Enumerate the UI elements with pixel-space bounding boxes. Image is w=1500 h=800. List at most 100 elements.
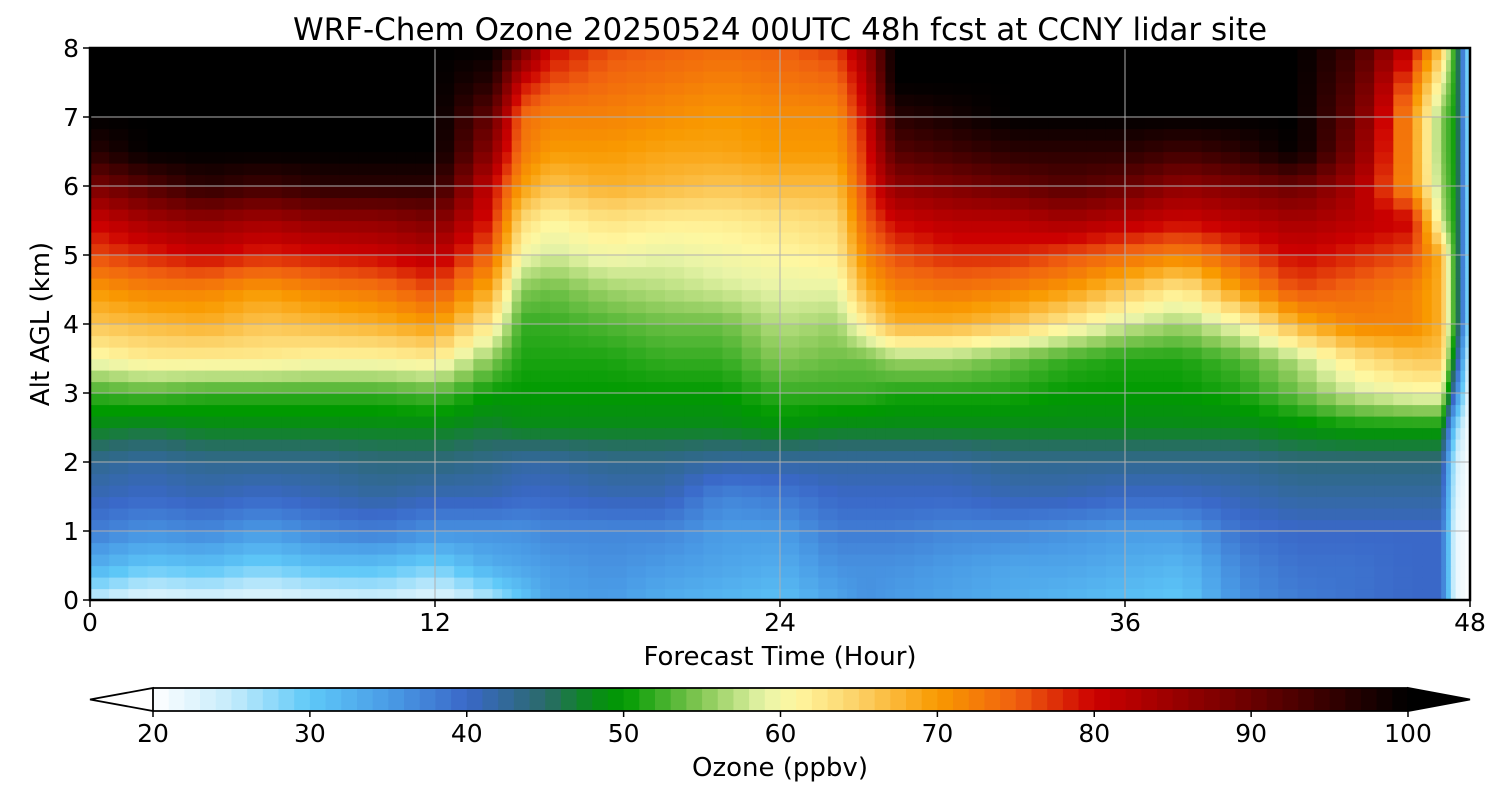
heatmap-cell (1105, 473, 1126, 486)
heatmap-cell (914, 266, 934, 279)
heatmap-cell (1355, 163, 1375, 176)
heatmap-cell (1393, 496, 1414, 509)
heatmap-cell (1048, 128, 1069, 141)
heatmap-cell (540, 197, 551, 210)
heatmap-cell (856, 381, 867, 394)
colorbar-swatch (388, 688, 405, 711)
heatmap-cell (703, 404, 724, 417)
heatmap-cell (1422, 220, 1433, 233)
heatmap-cell (588, 554, 609, 567)
heatmap-cell (914, 151, 934, 164)
heatmap-cell (435, 404, 455, 417)
heatmap-cell (837, 554, 848, 567)
heatmap-cell (224, 519, 244, 532)
heatmap-cell (1393, 186, 1414, 199)
heatmap-cell (1465, 289, 1470, 302)
heatmap-cell (1105, 232, 1126, 245)
heatmap-cell (1460, 358, 1466, 371)
heatmap-cell (262, 48, 283, 61)
heatmap-cell (1182, 347, 1203, 360)
heatmap-cell (358, 554, 379, 567)
heatmap-cell (511, 542, 522, 555)
heatmap-cell (703, 186, 724, 199)
heatmap-cell (109, 209, 129, 222)
heatmap-cell (952, 324, 973, 337)
heatmap-cell (454, 128, 474, 141)
heatmap-cell (1067, 358, 1088, 371)
heatmap-cell (90, 117, 110, 130)
heatmap-cell (396, 462, 417, 475)
heatmap-cell (818, 588, 839, 600)
heatmap-cell (1460, 117, 1466, 130)
heatmap-cell (741, 370, 762, 383)
heatmap-cell (1422, 209, 1433, 222)
heatmap-cell (703, 416, 724, 429)
heatmap-cell (435, 496, 455, 509)
heatmap-cell (1105, 48, 1126, 61)
heatmap-cell (435, 186, 455, 199)
heatmap-cell (1182, 128, 1203, 141)
heatmap-cell (1240, 496, 1260, 509)
heatmap-cell (1446, 140, 1452, 153)
heatmap-cell (1220, 347, 1241, 360)
heatmap-cell (147, 381, 168, 394)
heatmap-cell (550, 565, 570, 578)
heatmap-cell (914, 105, 934, 118)
heatmap-cell (1067, 324, 1088, 337)
heatmap-cell (799, 473, 819, 486)
heatmap-cell (1446, 335, 1452, 348)
heatmap-cell (550, 266, 570, 279)
heatmap-cell (1163, 462, 1184, 475)
heatmap-cell (1431, 255, 1442, 268)
heatmap-cell (1450, 370, 1457, 383)
heatmap-cell (530, 450, 542, 463)
heatmap-cell (722, 542, 743, 555)
heatmap-cell (185, 151, 206, 164)
heatmap-cell (1105, 117, 1126, 130)
heatmap-cell (550, 485, 570, 498)
heatmap-cell (990, 289, 1011, 302)
heatmap-cell (1048, 508, 1069, 521)
heatmap-cell (588, 220, 609, 233)
heatmap-cell (502, 542, 513, 555)
heatmap-cell (1374, 266, 1394, 279)
heatmap-cell (837, 335, 848, 348)
heatmap-cell (895, 82, 915, 95)
heatmap-cell (377, 381, 398, 394)
heatmap-cell (530, 174, 542, 187)
heatmap-cell (780, 427, 800, 440)
heatmap-cell (1048, 278, 1069, 291)
heatmap-cell (1465, 48, 1470, 61)
heatmap-cell (90, 462, 110, 475)
heatmap-cell (435, 278, 455, 291)
heatmap-cell (645, 450, 666, 463)
heatmap-cell (799, 59, 819, 72)
heatmap-cell (665, 117, 685, 130)
heatmap-cell (952, 427, 973, 440)
heatmap-cell (1441, 48, 1447, 61)
heatmap-cell (1086, 140, 1107, 153)
heatmap-cell (128, 289, 149, 302)
heatmap-cell (952, 496, 973, 509)
heatmap-cell (300, 209, 321, 222)
heatmap-cell (540, 266, 551, 279)
heatmap-cell (1450, 347, 1457, 360)
heatmap-cell (128, 324, 149, 337)
heatmap-cell (473, 174, 494, 187)
heatmap-cell (1455, 439, 1462, 452)
heatmap-cell (914, 577, 934, 590)
heatmap-cell (1067, 577, 1088, 590)
heatmap-cell (300, 278, 321, 291)
heatmap-cell (760, 105, 781, 118)
heatmap-cell (1029, 358, 1049, 371)
heatmap-cell (588, 255, 609, 268)
heatmap-cell (847, 289, 858, 302)
heatmap-cell (435, 381, 455, 394)
heatmap-cell (502, 335, 513, 348)
heatmap-cell (1455, 71, 1462, 84)
heatmap-cell (645, 128, 666, 141)
heatmap-cell (1450, 128, 1457, 141)
heatmap-cell (1355, 565, 1375, 578)
heatmap-cell (1465, 209, 1470, 222)
heatmap-cell (1441, 519, 1447, 532)
